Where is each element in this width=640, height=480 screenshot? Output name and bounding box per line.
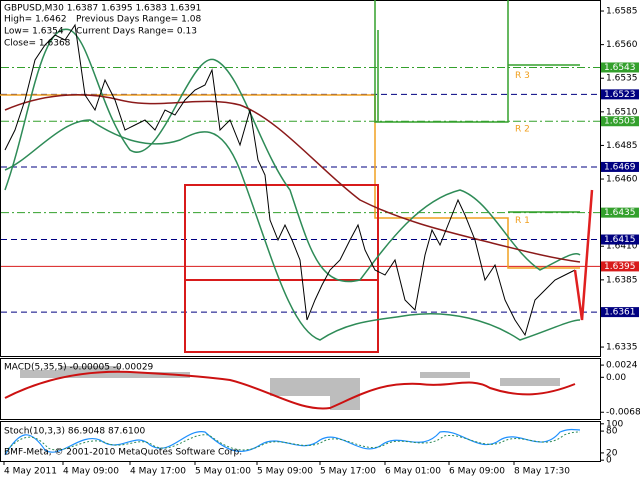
tick-label: 1.6485: [606, 141, 638, 151]
low: Low= 1.6354: [4, 27, 64, 37]
level-label: 1.6361: [604, 308, 636, 318]
macd-signal: [4, 370, 576, 410]
projection: [573, 189, 594, 321]
range-box: [184, 184, 379, 353]
tick-label: 1.6410: [606, 242, 638, 252]
tick-label: 1.6585: [606, 7, 638, 17]
level-label: 1.6523: [604, 90, 636, 100]
time-label: 6 May 09:00: [449, 467, 505, 477]
level-label: 1.6395: [604, 262, 636, 272]
tick-label: -0.00687: [606, 408, 640, 418]
symbol-line: GBPUSD,M30 1.6387 1.6395 1.6383 1.6391: [4, 4, 201, 14]
curr-range: Current Days Range= 0.13: [76, 27, 197, 37]
tick-label: 100: [606, 419, 623, 429]
footer: BMF-Meta, © 2001-2010 MetaQuotes Softwar…: [4, 448, 242, 458]
tick-label: 1.6335: [606, 343, 638, 353]
upper-band: [4, 28, 581, 283]
level-box: [601, 116, 639, 127]
tick-label: 1.6510: [606, 107, 638, 117]
level-box: [601, 207, 639, 218]
level-label: 1.6435: [604, 208, 636, 218]
pivot-line: [0, 94, 580, 269]
tick-label: 20: [606, 448, 618, 458]
level-name: R 3: [515, 71, 530, 81]
time-label: 6 May 01:00: [385, 467, 441, 477]
level-name: R 1: [515, 216, 530, 226]
level-label: 1.6503: [604, 117, 636, 127]
lower-band: [4, 119, 581, 341]
stoch-label: Stoch(10,3,3) 86.9048 87.6100: [4, 427, 145, 437]
close: Close= 1.6368: [4, 39, 71, 49]
tick-label: 0: [606, 456, 612, 466]
tick-label: 1.6560: [606, 40, 638, 50]
time-label: 5 May 17:00: [320, 467, 376, 477]
level-label: 1.6415: [604, 235, 636, 245]
stoch-main: [4, 428, 581, 456]
level-label: 1.6469: [604, 162, 636, 172]
macd-panel: [0, 358, 601, 420]
time-label: 8 May 17:30: [514, 467, 570, 477]
level-box: [601, 307, 639, 318]
level-label: 1.6543: [604, 63, 636, 73]
time-label: 4 May 09:00: [63, 467, 119, 477]
time-label: 4 May 2011: [4, 467, 57, 477]
tick-label: 80: [606, 427, 618, 437]
stoch-panel: [0, 421, 601, 462]
tick-label: 1.6535: [606, 74, 638, 84]
main-panel: [0, 0, 601, 357]
time-label: 4 May 17:00: [130, 467, 186, 477]
tick-label: 0.00: [606, 373, 626, 383]
level-box: [601, 261, 639, 272]
macd-label: MACD(5,35,5) -0.00005 -0.00029: [4, 363, 154, 373]
high: High= 1.6462: [4, 15, 67, 25]
tick-label: 0.0024: [606, 361, 638, 371]
price-path: [4, 23, 576, 337]
time-label: 5 May 01:00: [195, 467, 251, 477]
prev-range: Previous Days Range= 1.08: [76, 15, 201, 25]
time-label: 5 May 09:00: [257, 467, 313, 477]
tick-label: 1.6460: [606, 175, 638, 185]
level-box: [601, 62, 639, 73]
level-name: R 2: [515, 125, 530, 135]
level-box: [601, 89, 639, 100]
macd-histogram: [5, 366, 560, 410]
level-box: [601, 161, 639, 172]
resistance-steps: [374, 0, 580, 213]
tick-label: 1.6385: [606, 275, 638, 285]
level-box: [601, 234, 639, 245]
